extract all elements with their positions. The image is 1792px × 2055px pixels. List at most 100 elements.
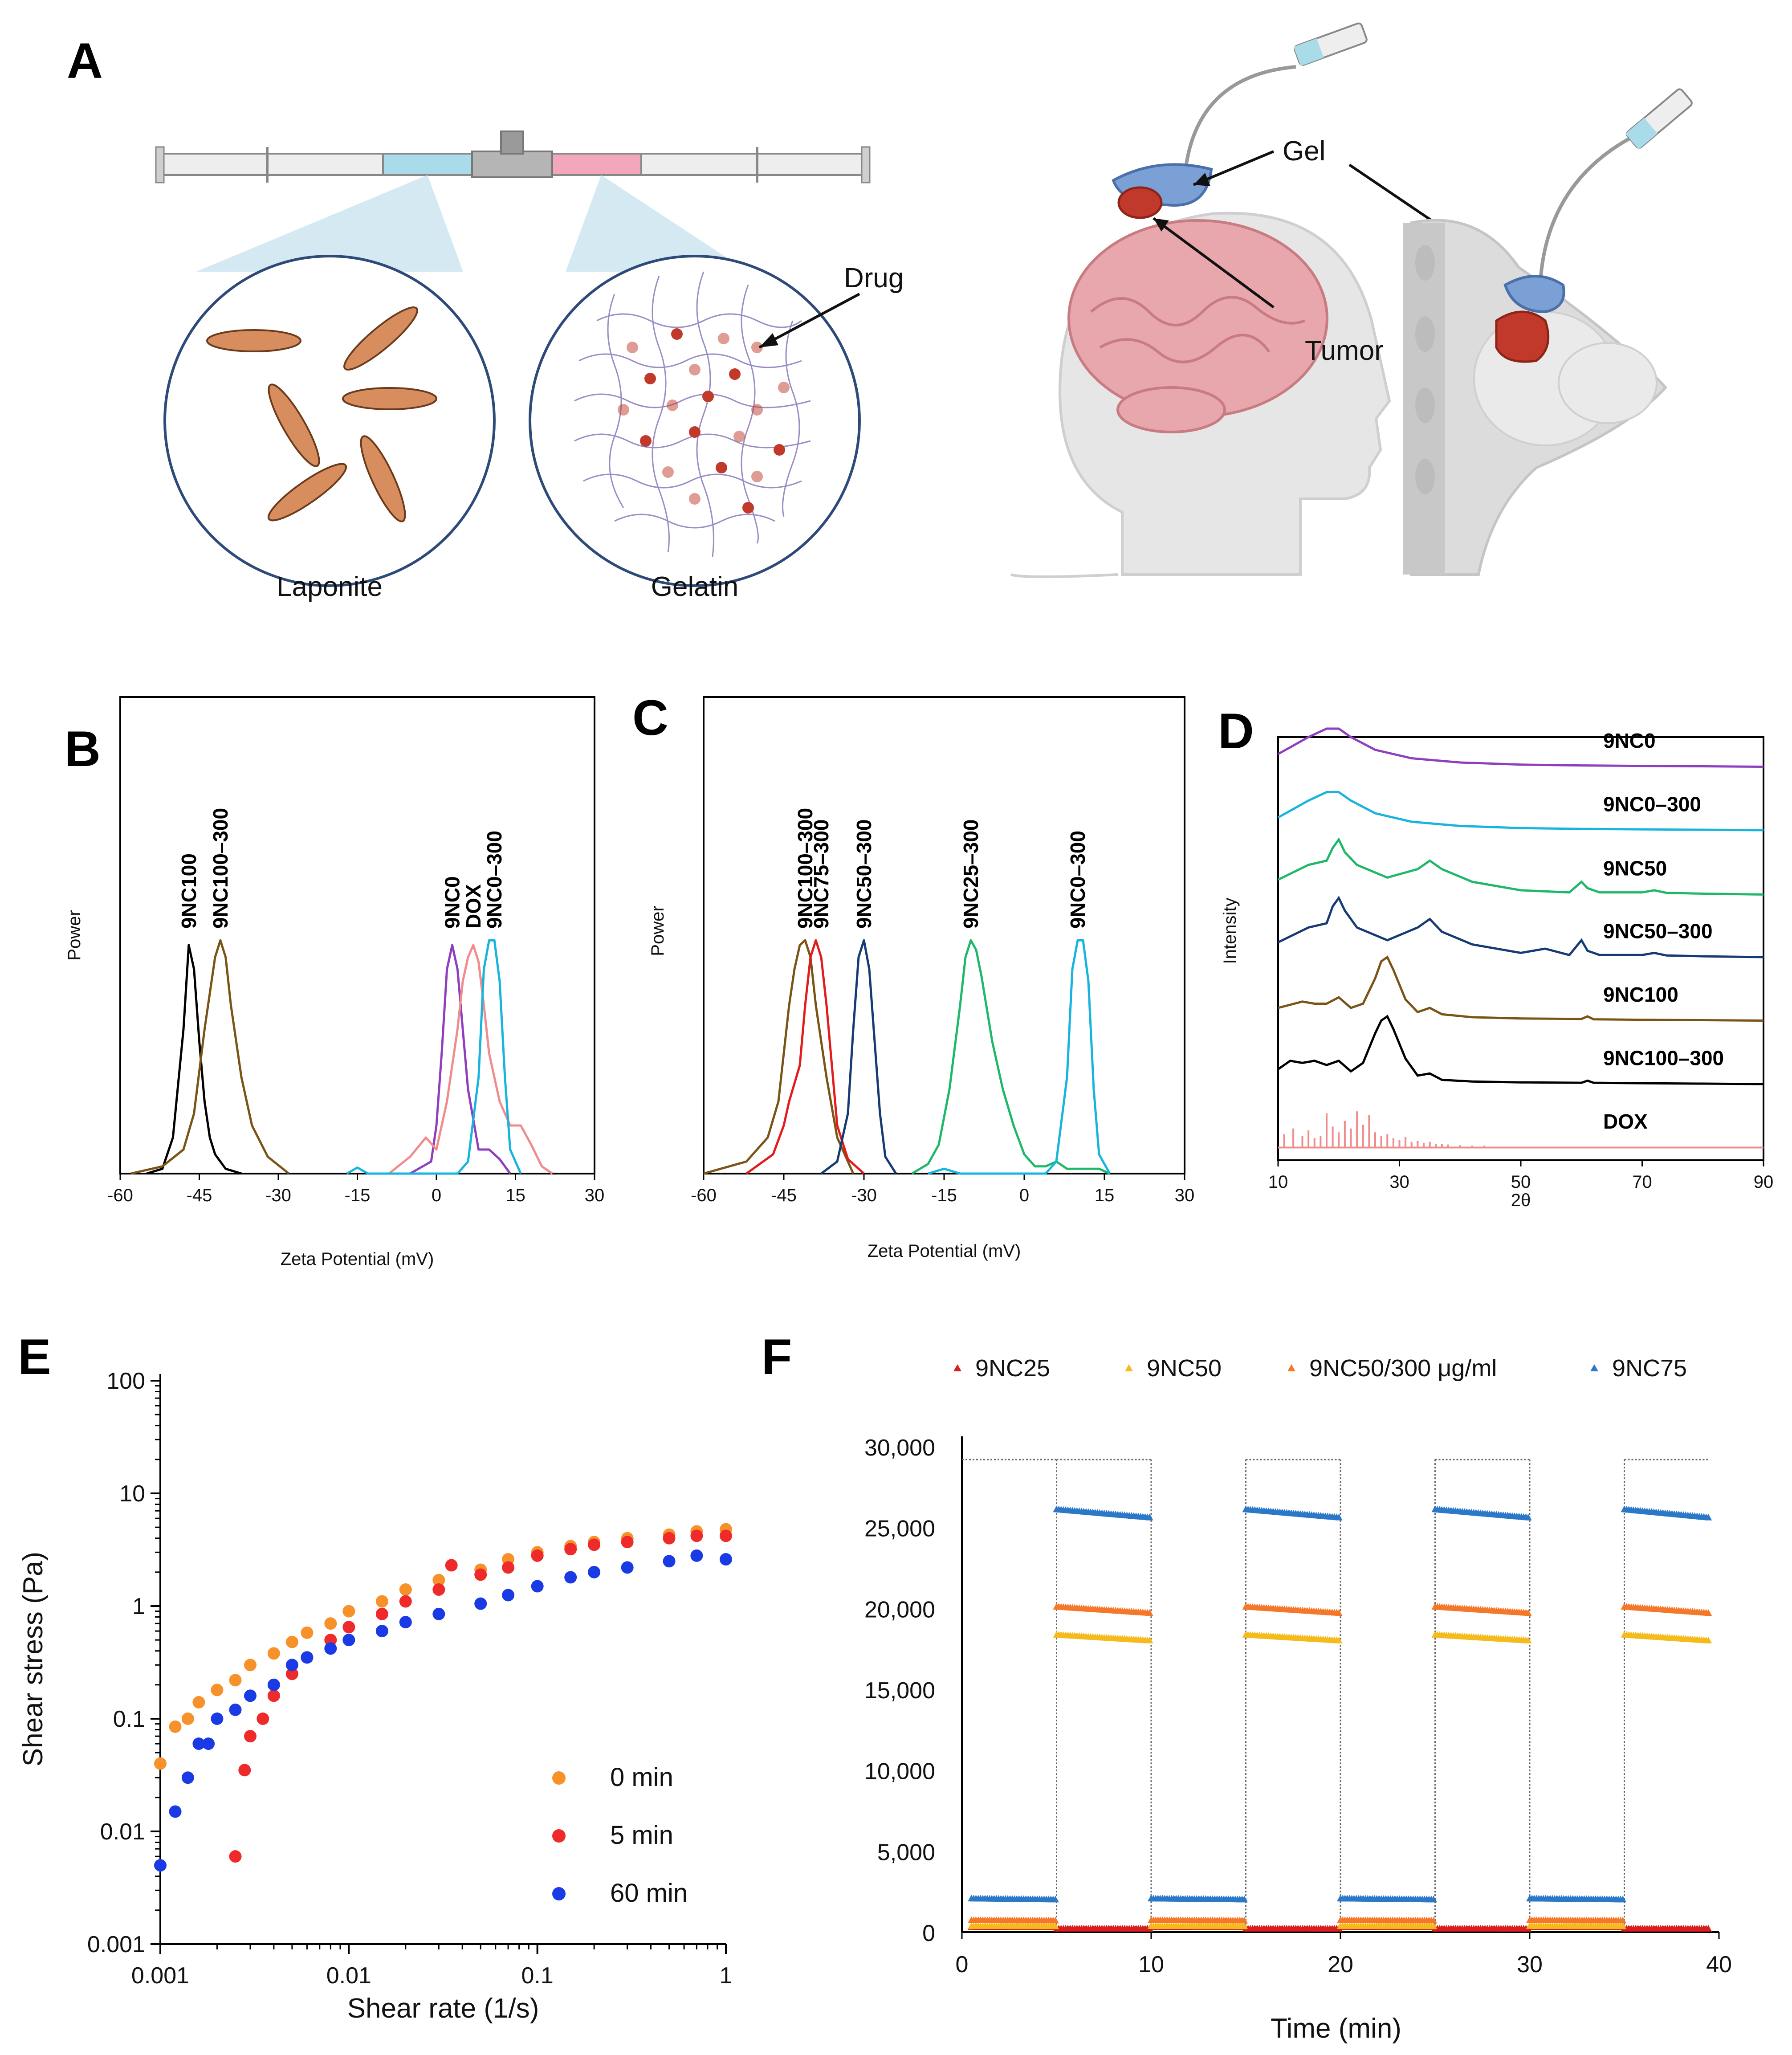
point-5-min <box>621 1536 634 1549</box>
point-60-min <box>432 1607 445 1620</box>
x-tick-label: 30 <box>1517 1952 1543 1978</box>
chart-c-xlabel: Zeta Potential (mV) <box>867 1241 1021 1261</box>
point-9nc50-300-g-ml <box>1146 1609 1153 1616</box>
point-60-min <box>564 1571 577 1584</box>
gelatin-circle <box>529 255 861 587</box>
drug-label: Drug <box>844 263 904 294</box>
point-0-min <box>375 1595 388 1608</box>
x-tick-label: 0 <box>432 1186 441 1205</box>
y-tick-label: 0.001 <box>87 1932 145 1957</box>
point-5-min <box>324 1634 337 1647</box>
legend-marker-60-min <box>552 1887 566 1900</box>
panel-label-b: B <box>65 721 101 777</box>
point-0-min <box>154 1757 167 1770</box>
series-line-9nc0-300 <box>1277 791 1764 832</box>
point-60-min <box>181 1771 194 1784</box>
point-60-min <box>474 1597 487 1610</box>
point-5-min <box>588 1538 601 1551</box>
point-0-min <box>301 1626 314 1639</box>
legend-marker-0-min <box>552 1771 566 1785</box>
chart-b-ylabel: Power <box>65 910 84 960</box>
x-tick-label: -60 <box>691 1186 717 1205</box>
chart-d-xlabel: 2θ <box>1511 1191 1531 1210</box>
point-9nc50 <box>1241 1922 1248 1929</box>
series-line-9nc0-300 <box>928 939 1111 1175</box>
point-9nc50-300-g-ml <box>1051 1916 1059 1924</box>
series-line-9nc100-300 <box>1277 1015 1764 1085</box>
point-60-min <box>663 1555 676 1568</box>
y-tick-label: 10,000 <box>864 1759 935 1785</box>
point-60-min <box>720 1553 732 1566</box>
y-tick-label: 0.01 <box>100 1819 145 1845</box>
chart-c-frame <box>703 696 1185 1174</box>
point-60-min <box>202 1737 215 1750</box>
chart-b-frame <box>119 696 595 1174</box>
panel-label-d: D <box>1218 703 1254 759</box>
point-9nc50 <box>1524 1636 1532 1643</box>
peak-label-9nc100-300: 9NC100–300 <box>209 808 232 929</box>
chart-d-ylabel: Intensity <box>1220 898 1240 964</box>
point-9nc50 <box>1619 1922 1627 1929</box>
chart-b-xlabel: Zeta Potential (mV) <box>281 1249 434 1269</box>
x-tick-label: 30 <box>1175 1186 1195 1205</box>
chart-d: 10 30 50 70 90 9NC0 9NC0–300 9NC50 9NC50–300 9NC… <box>1220 727 1774 1210</box>
point-9nc50-300-g-ml <box>1619 1916 1627 1924</box>
panel-label-f: F <box>762 1329 792 1385</box>
x-tick-label: 30 <box>1389 1172 1409 1192</box>
peak-label-9nc0-300: 9NC0–300 <box>483 831 506 929</box>
peak-label-9nc100-300: 9NC100–300 <box>794 808 817 929</box>
point-9nc75 <box>1335 1513 1343 1521</box>
point-60-min <box>211 1712 224 1725</box>
point-60-min <box>531 1580 544 1593</box>
point-9nc75 <box>1619 1896 1627 1903</box>
peak-label-9nc25-300: 9NC25–300 <box>959 819 982 929</box>
chart-f: 0 10 20 30 40 0 5,000 10,000 15,000 20,000 25,000 3… <box>864 1355 1732 2044</box>
point-9nc50 <box>1051 1922 1059 1929</box>
point-9nc75 <box>1705 1513 1712 1521</box>
point-0-min <box>399 1583 412 1596</box>
panel-label-a: A <box>67 33 103 89</box>
trace-label-9nc0-300: 9NC0–300 <box>1603 792 1701 815</box>
y-tick-label: 0.1 <box>113 1706 145 1732</box>
point-5-min <box>267 1689 280 1702</box>
point-60-min <box>267 1678 280 1691</box>
x-tick-label: -45 <box>187 1186 212 1205</box>
x-tick-label: 90 <box>1754 1172 1774 1192</box>
x-tick-label: 0.1 <box>521 1963 554 1989</box>
point-9nc75 <box>1146 1513 1153 1521</box>
chart-e: 0.001 0.01 0.1 1 0.001 0.01 0.1 1 10 100 0 min 5 m… <box>18 1368 732 2024</box>
panel-label-e: E <box>18 1329 51 1385</box>
point-5-min <box>238 1764 251 1777</box>
point-60-min <box>588 1566 601 1578</box>
point-5-min <box>663 1532 676 1545</box>
legend-marker-9nc25 <box>953 1364 961 1371</box>
point-5-min <box>342 1621 355 1634</box>
gelatin-label: Gelatin <box>651 571 738 602</box>
x-tick-label: 0.001 <box>131 1963 189 1989</box>
point-5-min <box>445 1559 458 1572</box>
head-brain-icon <box>1010 212 1391 578</box>
x-tick-label: -15 <box>931 1186 957 1205</box>
legend-label-5-min: 5 min <box>610 1821 673 1850</box>
legend-label-9nc25: 9NC25 <box>975 1355 1050 1382</box>
series-line-9nc0-300 <box>346 939 522 1175</box>
point-5-min <box>432 1583 445 1596</box>
trace-label-9nc50: 9NC50 <box>1603 857 1667 880</box>
x-tick-label: -30 <box>851 1186 877 1205</box>
laponite-label: Laponite <box>277 571 383 602</box>
point-5-min <box>257 1712 269 1725</box>
point-5-min <box>474 1568 487 1581</box>
point-60-min <box>192 1737 205 1750</box>
point-0-min <box>324 1617 337 1630</box>
point-60-min <box>690 1549 703 1562</box>
point-9nc75 <box>1051 1896 1059 1903</box>
series-line-9nc50-300 <box>820 939 897 1174</box>
x-tick-label: 40 <box>1706 1952 1732 1978</box>
point-9nc50-300-g-ml <box>1241 1916 1248 1924</box>
series-line-dox <box>388 944 553 1175</box>
x-tick-label: -15 <box>345 1186 371 1205</box>
laponite-circle <box>163 255 496 587</box>
y-tick-label: 0 <box>922 1920 935 1946</box>
x-tick-label: 50 <box>1511 1172 1531 1192</box>
point-9nc50 <box>1335 1636 1343 1643</box>
